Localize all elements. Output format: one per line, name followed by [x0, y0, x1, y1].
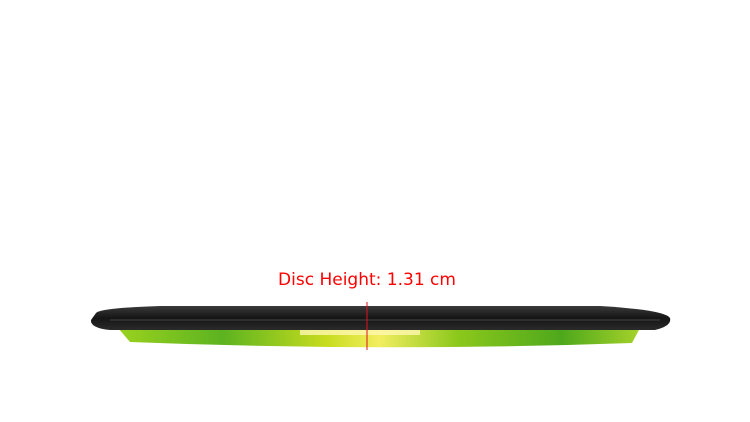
disc-highlight	[300, 330, 420, 335]
disc-rim	[90, 306, 671, 330]
disc-flight-plate	[118, 328, 640, 348]
disc-height-label: Disc Height: 1.31 cm	[278, 270, 456, 290]
